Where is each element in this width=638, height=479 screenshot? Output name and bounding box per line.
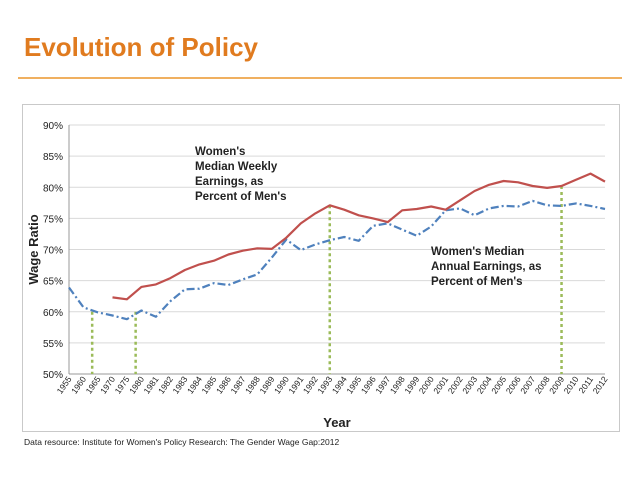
x-tick-label: 1991 (286, 374, 305, 395)
wage-ratio-chart: 50%55%60%65%70%75%80%85%90%1955196019651… (26, 121, 610, 430)
x-tick-label: 2005 (489, 374, 508, 395)
y-axis-title: Wage Ratio (26, 214, 41, 284)
y-tick-label: 80% (43, 183, 63, 194)
x-tick-label: 2010 (562, 374, 581, 395)
title-divider (18, 77, 622, 79)
x-tick-label: 1982 (156, 374, 175, 395)
x-axis-title: Year (323, 415, 350, 430)
y-tick-label: 85% (43, 152, 63, 163)
weekly-series-annotation: Percent of Men's (195, 191, 287, 203)
weekly-series-annotation: Women's (195, 146, 245, 158)
x-tick-label: 2004 (475, 374, 494, 395)
weekly-series-annotation: Earnings, as (195, 176, 263, 188)
x-tick-label: 1970 (98, 374, 117, 395)
x-tick-label: 1986 (214, 374, 233, 395)
data-source-note: Data resource: Institute for Women's Pol… (24, 437, 340, 447)
annual-series-annotation: Percent of Men's (431, 276, 523, 288)
x-tick-label: 1998 (388, 374, 407, 395)
x-tick-label: 2003 (460, 374, 479, 395)
y-tick-label: 55% (43, 339, 63, 350)
x-tick-label: 2001 (431, 374, 450, 395)
x-tick-label: 1988 (243, 374, 262, 395)
x-tick-label: 1997 (373, 374, 392, 395)
x-tick-label: 1999 (402, 374, 421, 395)
x-tick-label: 1984 (185, 374, 204, 395)
x-tick-label: 1995 (344, 374, 363, 395)
y-tick-label: 90% (43, 121, 63, 132)
x-tick-label: 1981 (142, 374, 161, 395)
slide-title: Evolution of Policy (24, 32, 259, 62)
annual-series-annotation: Annual Earnings, as (431, 261, 542, 273)
weekly-earnings-line (112, 172, 606, 301)
x-tick-label: 1987 (228, 374, 247, 395)
x-tick-label: 1994 (330, 374, 349, 395)
x-tick-label: 2009 (547, 374, 566, 395)
x-tick-label: 1992 (301, 374, 320, 395)
x-tick-label: 1975 (113, 374, 132, 395)
x-tick-label: 1965 (84, 374, 103, 395)
x-tick-label: 2007 (518, 374, 537, 395)
x-tick-label: 1993 (315, 374, 334, 395)
x-tick-label: 2012 (591, 374, 610, 395)
x-tick-label: 1960 (69, 374, 88, 395)
x-tick-label: 2000 (417, 374, 436, 395)
y-tick-label: 50% (43, 370, 63, 381)
x-tick-label: 1996 (359, 374, 378, 395)
chart-frame: 50% 55% 60% 65% 70% 75% 80% 85% 90% 1955 1960 1965 1… (22, 104, 620, 432)
x-tick-label: 1985 (199, 374, 218, 395)
x-tick-label: 1980 (127, 374, 146, 395)
y-tick-label: 65% (43, 277, 63, 288)
y-tick-label: 75% (43, 214, 63, 225)
y-tick-label: 60% (43, 308, 63, 319)
x-tick-label: 1989 (257, 374, 276, 395)
weekly-series-annotation: Median Weekly (195, 161, 278, 173)
annual-series-annotation: Women's Median (431, 246, 524, 258)
x-tick-label: 2008 (533, 374, 552, 395)
x-tick-label: 2006 (504, 374, 523, 395)
x-tick-label: 2002 (446, 374, 465, 395)
x-tick-label: 1990 (272, 374, 291, 395)
y-tick-label: 70% (43, 246, 63, 257)
x-tick-label: 1983 (170, 374, 189, 395)
